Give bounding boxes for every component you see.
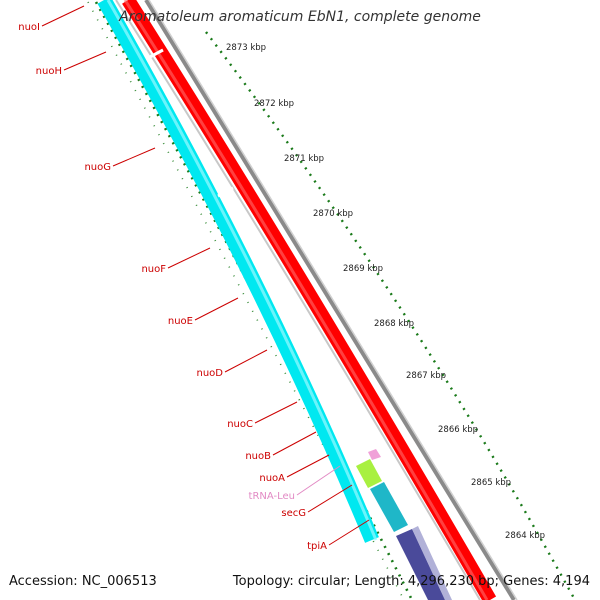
- gene-label-nuoc: nuoC: [227, 419, 253, 430]
- reverse-strand-track: [97, 0, 379, 543]
- gene-label-trna-leu: tRNA-Leu: [249, 491, 295, 502]
- gene-label-secg: secG: [281, 508, 306, 519]
- gene-label-nuoh: nuoH: [36, 66, 62, 77]
- gene-label-nuoi: nuoI: [18, 22, 40, 33]
- inner-backbone: [115, 0, 481, 600]
- kbp-label: 2870 kbp: [313, 209, 353, 219]
- gene-label-tpia: tpiA: [307, 541, 327, 552]
- backbone: [144, 0, 516, 600]
- kbp-label: 2865 kbp: [471, 478, 511, 488]
- gene-label-nuoe: nuoE: [168, 316, 193, 327]
- gene-label-nuod: nuoD: [197, 368, 224, 379]
- genome-summary-text: Topology: circular; Length: 4,296,230 bp…: [232, 574, 590, 589]
- kbp-label: 2869 kbp: [343, 264, 383, 274]
- forward-strand-track: [122, 0, 497, 600]
- gene-label-nuog: nuoG: [84, 162, 111, 173]
- kbp-label: 2868 kbp: [374, 319, 414, 329]
- kbp-label: 2866 kbp: [438, 425, 478, 435]
- gene-label-nuoa: nuoA: [259, 473, 285, 484]
- kbp-scale-track: [205, 31, 577, 600]
- kbp-label: 2873 kbp: [226, 43, 266, 53]
- gene-labels: nuoI nuoH nuoG nuoF nuoE nuoD nuoC nuoB …: [18, 22, 327, 552]
- map-title: Aromatoleum aromaticum EbN1, complete ge…: [119, 9, 481, 25]
- kbp-labels: 2873 kbp 2872 kbp 2871 kbp 2870 kbp 2869…: [226, 43, 545, 541]
- kbp-label: 2867 kbp: [406, 371, 446, 381]
- secg-feature: [370, 482, 408, 532]
- gene-label-nuob: nuoB: [245, 451, 271, 462]
- backbone-highlight: [148, 0, 518, 600]
- tpia-feature: [396, 529, 445, 600]
- trna-leu-feature: [368, 449, 381, 460]
- secg-feature-green: [356, 459, 382, 488]
- accession-text: Accession: NC_006513: [9, 574, 157, 589]
- kbp-label: 2871 kbp: [284, 154, 324, 164]
- gene-label-leaders: [41, 5, 370, 546]
- kbp-label: 2872 kbp: [254, 99, 294, 109]
- gene-boundaries: [147, 48, 431, 540]
- tpia-feature-light: [412, 526, 452, 600]
- kbp-label: 2864 kbp: [505, 531, 545, 541]
- gene-label-nuof: nuoF: [141, 264, 166, 275]
